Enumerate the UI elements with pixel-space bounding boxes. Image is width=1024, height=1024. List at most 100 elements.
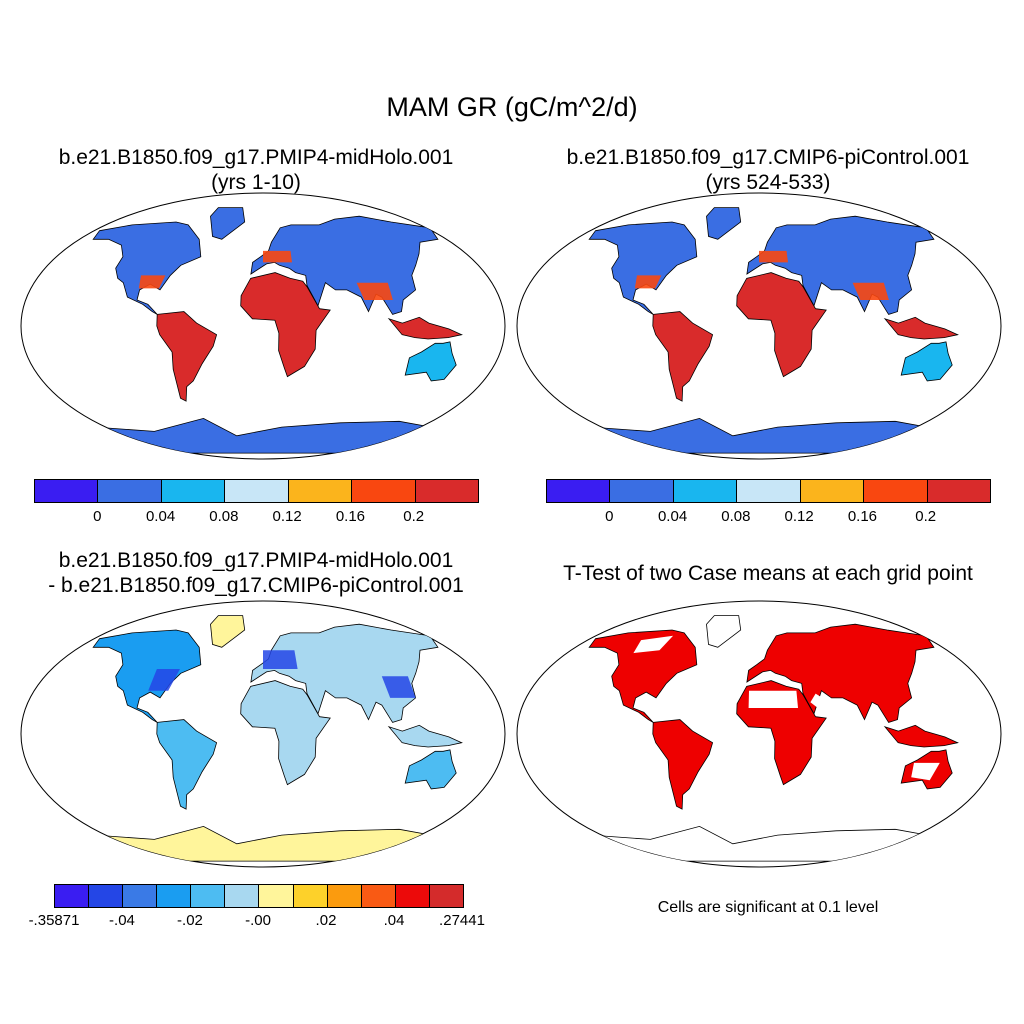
colorbar-tick-label: .27441 <box>439 912 485 929</box>
land-greenland <box>210 207 246 240</box>
colorbar-swatch <box>123 885 158 907</box>
land-north-america <box>92 629 202 723</box>
colorbar-swatch <box>327 885 362 907</box>
map-midholo <box>20 192 506 460</box>
panel-top-right-title-line2: (yrs 524-533) <box>705 171 831 194</box>
colorbar-swatch <box>98 480 162 502</box>
colorbar-tick-label: 0.2 <box>915 508 937 525</box>
land-south-america <box>652 719 714 810</box>
land-australia <box>404 341 457 382</box>
colorbar-swatch <box>259 885 294 907</box>
colorbar-swatch <box>288 480 353 502</box>
colorbar-swatch <box>55 885 90 907</box>
panel-bottom-left-title-line2: - b.e21.B1850.f09_g17.CMIP6-piControl.00… <box>48 574 464 597</box>
high-value-patch <box>263 250 292 263</box>
colorbar-swatch <box>673 480 738 502</box>
land-antarctica <box>589 417 929 454</box>
land-eurasia <box>746 215 935 315</box>
high-value-patch <box>634 275 662 289</box>
colorbar-tick-label: 0.16 <box>335 508 366 525</box>
land-greenland <box>706 615 742 648</box>
land-indonesia <box>387 316 463 340</box>
colorbar-top-left-labels: 0 0.04 0.08 0.12 0.16 0.2 <box>34 508 477 528</box>
colorbar-tick-label: .02 <box>315 912 337 929</box>
land-antarctica <box>93 417 433 454</box>
land-indonesia <box>883 724 959 748</box>
colorbar-bottom-left-labels: -.35871 -.04 -.02 -.00 .02 .04 .27441 <box>29 912 485 932</box>
land-africa <box>240 680 331 786</box>
figure-title: MAM GR (gC/m^2/d) <box>386 92 638 122</box>
colorbar-swatch <box>429 885 463 907</box>
colorbar-tick-label: 0 <box>605 508 614 525</box>
land-australia <box>900 341 953 382</box>
colorbar-swatch <box>157 885 192 907</box>
map-difference <box>20 600 506 868</box>
land-north-america <box>92 221 202 315</box>
colorbar-tick-label: 0.08 <box>209 508 239 525</box>
land-africa <box>240 272 331 378</box>
nonsignificant-area <box>748 690 798 708</box>
land-north-america <box>588 221 698 315</box>
colorbar-swatch <box>361 885 396 907</box>
colorbar-swatch <box>610 480 674 502</box>
land-indonesia <box>387 724 463 748</box>
colorbar-swatch <box>800 480 865 502</box>
colorbar-swatch <box>89 885 124 907</box>
map-picontrol <box>516 192 1002 460</box>
colorbar-swatch <box>293 885 328 907</box>
colorbar-tick-label: .04 <box>383 912 405 929</box>
colorbar-tick-label: 0.12 <box>784 508 814 525</box>
colorbar-tick-label: 0.04 <box>145 508 176 525</box>
colorbar-swatch <box>225 885 260 907</box>
panel-bottom-left-title-line1: b.e21.B1850.f09_g17.PMIP4-midHolo.001 <box>58 549 454 572</box>
land-north-america <box>588 629 698 723</box>
colorbar-tick-label: -.00 <box>245 912 271 929</box>
land-africa <box>736 272 827 378</box>
colorbar-swatch <box>737 480 801 502</box>
land-eurasia <box>746 623 935 723</box>
colorbar-tick-label: 0.16 <box>847 508 878 525</box>
colorbar-swatch <box>352 480 416 502</box>
colorbar-swatch <box>395 885 430 907</box>
colorbar-swatch <box>927 480 990 502</box>
anomaly-patch <box>263 650 298 669</box>
map-ttest <box>516 600 1002 868</box>
colorbar-tick-label: -.04 <box>109 912 135 929</box>
anomaly-patch <box>148 669 180 691</box>
land-indonesia <box>883 316 959 340</box>
colorbar-tick-label: -.02 <box>177 912 203 929</box>
high-value-patch <box>759 250 788 263</box>
colorbar-top-left <box>34 479 479 503</box>
colorbar-swatch <box>547 480 611 502</box>
panel-bottom-left-title: b.e21.B1850.f09_g17.PMIP4-midHolo.001 - … <box>0 548 512 598</box>
anomaly-patch <box>381 676 416 698</box>
land-south-america <box>156 311 218 402</box>
land-greenland <box>706 207 742 240</box>
land-greenland <box>210 615 246 648</box>
colorbar-swatch <box>191 885 226 907</box>
land-south-america <box>156 719 218 810</box>
panel-top-right-title-line1: b.e21.B1850.f09_g17.CMIP6-piControl.001 <box>566 146 970 169</box>
land-eurasia <box>250 215 439 315</box>
high-value-patch <box>356 282 393 300</box>
colorbar-tick-label: 0.04 <box>657 508 688 525</box>
nonsignificant-area <box>911 762 940 781</box>
colorbar-swatch <box>415 480 478 502</box>
panel-top-left-title: b.e21.B1850.f09_g17.PMIP4-midHolo.001 (y… <box>0 145 512 195</box>
panel-top-left-title-line1: b.e21.B1850.f09_g17.PMIP4-midHolo.001 <box>58 146 454 169</box>
colorbar-tick-label: 0.08 <box>721 508 751 525</box>
colorbar-swatch <box>161 480 226 502</box>
nonsignificant-area <box>810 693 830 711</box>
colorbar-tick-label: 0.2 <box>403 508 425 525</box>
colorbar-swatch <box>864 480 928 502</box>
colorbar-top-right <box>546 479 991 503</box>
ttest-footnote: Cells are significant at 0.1 level <box>657 899 879 916</box>
colorbar-swatch <box>225 480 289 502</box>
colorbar-bottom-left <box>54 884 464 908</box>
land-antarctica <box>93 825 433 862</box>
colorbar-tick-label: -.35871 <box>28 912 80 929</box>
colorbar-tick-label: 0 <box>93 508 102 525</box>
colorbar-swatch <box>35 480 99 502</box>
panel-top-left-title-line2: (yrs 1-10) <box>211 171 301 194</box>
land-south-america <box>652 311 714 402</box>
